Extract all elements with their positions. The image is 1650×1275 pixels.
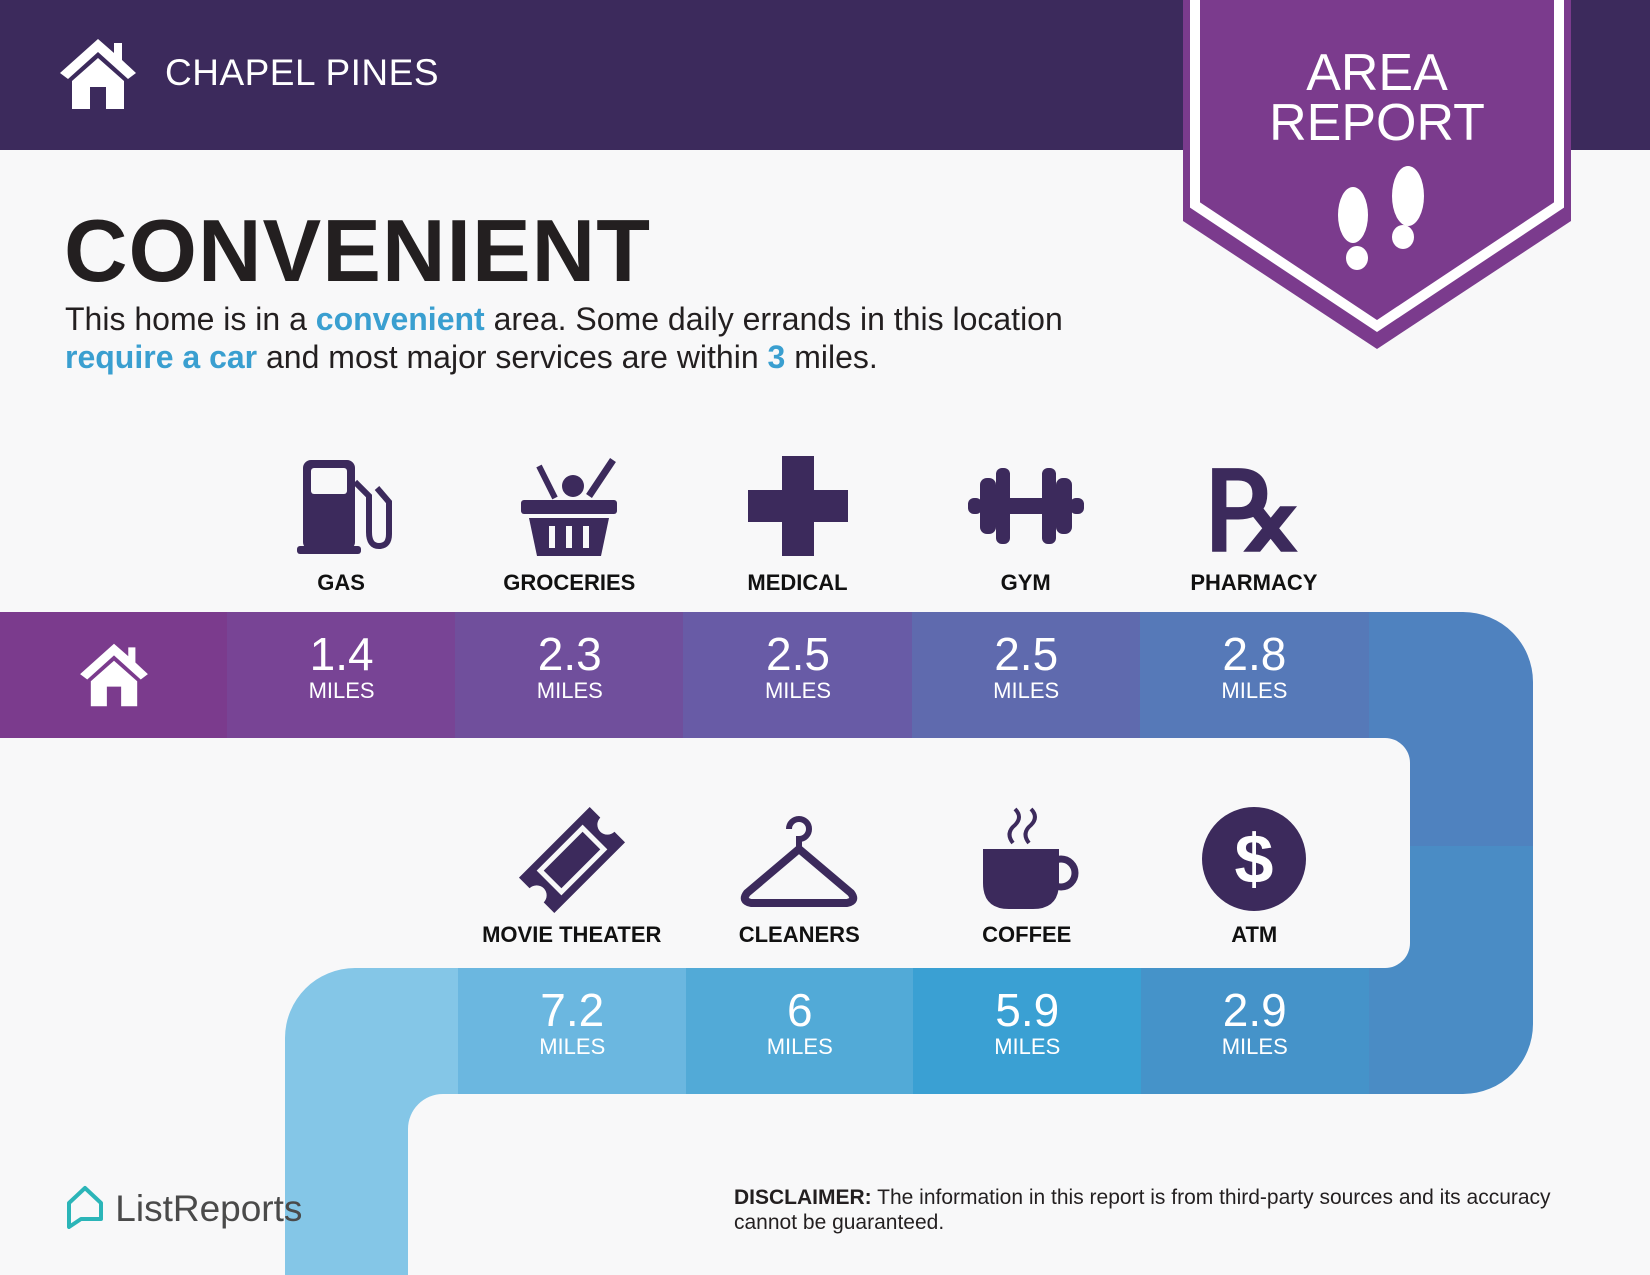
right-connector-bottom	[1368, 846, 1533, 1094]
distance-unit: MILES	[1221, 678, 1288, 703]
pharmacy-distance-cell: 2.8 MILES	[1139, 612, 1369, 738]
home-cell	[0, 612, 227, 738]
coffee-cup-icon	[982, 807, 1079, 909]
movie-theater-distance-cell: 7.2 MILES	[458, 968, 687, 1094]
listreports-logo: ListReports	[65, 1185, 302, 1230]
disclaimer-text: The information in this report is from t…	[734, 1186, 1551, 1234]
cleaners-distance-cell: 6 MILES	[685, 968, 914, 1094]
distance-unit: MILES	[539, 1034, 606, 1059]
highlight-text: require a car	[65, 339, 258, 375]
groceries-distance-cell: 2.3 MILES	[455, 612, 685, 738]
gym-distance-cell: 2.5 MILES	[911, 612, 1141, 738]
distance-value: 6	[786, 984, 813, 1036]
badge-line-2: REPORT	[1269, 94, 1485, 152]
atm-label: ATM	[1231, 922, 1278, 947]
rx-icon: ℞	[1205, 452, 1304, 562]
distance-unit: MILES	[1221, 1034, 1288, 1059]
home-icon	[60, 39, 136, 109]
badge-line-1: AREA	[1306, 44, 1448, 102]
highlight-text: convenient	[315, 301, 485, 337]
distance-value: 7.2	[540, 984, 605, 1036]
gas-distance-cell: 1.4 MILES	[227, 612, 457, 738]
medical-cross-icon	[747, 456, 848, 556]
intro-text: This home is in a	[65, 301, 316, 337]
disclaimer-label: DISCLAIMER:	[734, 1186, 872, 1209]
distance-value: 5.9	[995, 984, 1060, 1036]
pharmacy-label: PHARMACY	[1190, 570, 1318, 595]
distance-unit: MILES	[764, 678, 831, 703]
intro-text: miles.	[785, 339, 878, 375]
svg-text:$: $	[1235, 820, 1274, 898]
medical-distance-cell: 2.5 MILES	[683, 612, 913, 738]
gas-pump-icon	[297, 460, 393, 554]
intro-text: area. Some daily errands in this locatio…	[484, 301, 1063, 337]
footprints-icon	[1338, 166, 1424, 270]
highlight-text: 3	[767, 339, 786, 375]
gas-label: GAS	[317, 570, 365, 595]
area-report-badge	[1183, 0, 1571, 349]
ticket-icon	[518, 806, 625, 914]
distance-value: 2.5	[994, 628, 1059, 680]
dollar-icon: $	[1202, 807, 1307, 911]
listreports-logo-icon	[67, 1186, 103, 1229]
intro-paragraph: This home is in a convenient area. Some …	[65, 300, 1165, 376]
intro-text: and most major services are within	[257, 339, 768, 375]
gym-label: GYM	[1000, 570, 1051, 595]
disclaimer: DISCLAIMER: The information in this repo…	[734, 1185, 1594, 1235]
distance-value: 2.3	[537, 628, 602, 680]
dumbbell-icon	[967, 468, 1084, 544]
hanger-icon	[741, 816, 858, 907]
cleaners-label: CLEANERS	[738, 922, 860, 947]
movie-theater-label: MOVIE THEATER	[482, 922, 662, 947]
distance-value: 2.8	[1222, 628, 1287, 680]
coffee-label: COFFEE	[982, 922, 1072, 947]
distance-unit: MILES	[993, 678, 1060, 703]
distance-unit: MILES	[766, 1034, 833, 1059]
svg-text:℞: ℞	[1205, 452, 1304, 562]
headline: CONVENIENT	[64, 201, 651, 300]
left-connector	[285, 968, 458, 1275]
distance-unit: MILES	[994, 1034, 1061, 1059]
medical-label: MEDICAL	[747, 570, 848, 595]
logo-text: ListReports	[115, 1188, 303, 1229]
home-icon	[79, 643, 148, 707]
badge-title: AREA REPORT	[1183, 44, 1571, 152]
grocery-basket-icon	[521, 458, 618, 556]
atm-distance-cell: 2.9 MILES	[1140, 968, 1369, 1094]
brand-name: CHAPEL PINES	[165, 52, 439, 93]
right-connector-top	[1368, 612, 1533, 846]
groceries-label: GROCERIES	[503, 570, 636, 595]
distance-unit: MILES	[536, 678, 603, 703]
distance-value: 1.4	[309, 628, 374, 680]
distance-value: 2.5	[766, 628, 830, 680]
distance-unit: MILES	[308, 678, 375, 703]
coffee-distance-cell: 5.9 MILES	[913, 968, 1142, 1094]
distance-value: 2.9	[1222, 984, 1287, 1036]
